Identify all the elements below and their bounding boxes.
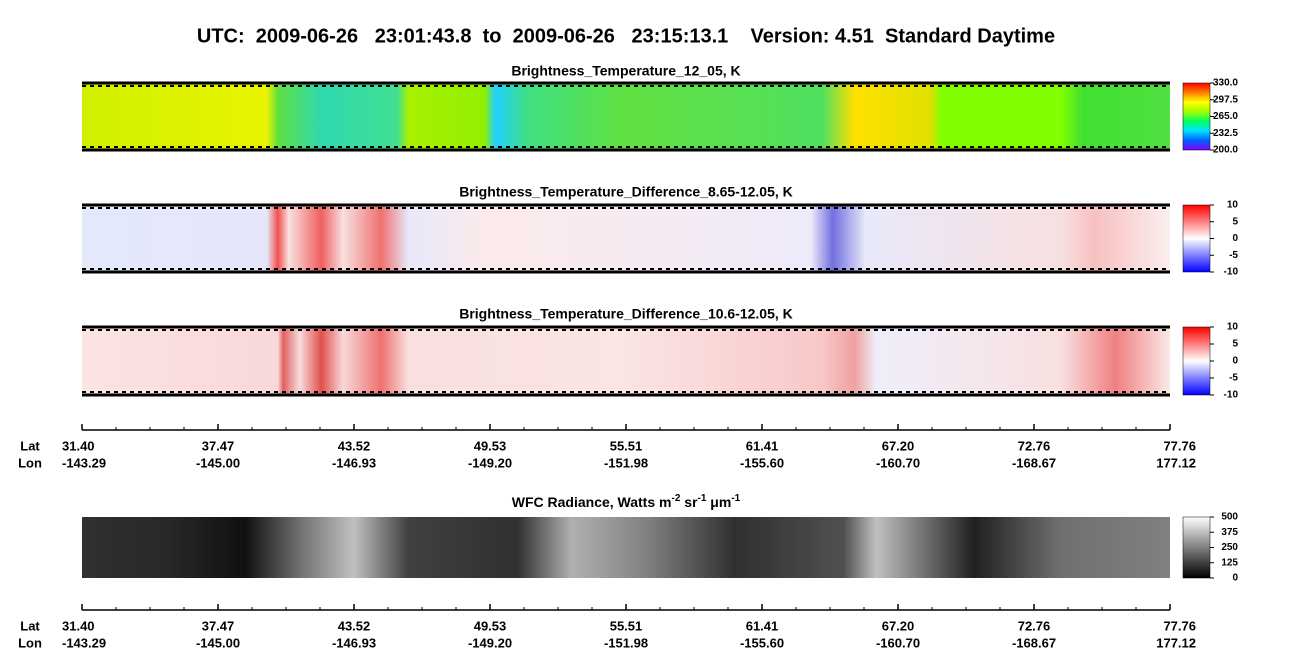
colorbar-label: 10 — [1227, 200, 1239, 211]
lat-tick-label: 61.41 — [746, 438, 779, 453]
title-part: WFC Radiance, Watts m — [512, 494, 672, 510]
colorbar — [1182, 204, 1211, 273]
lon-tick-label: -168.67 — [1012, 455, 1056, 470]
lat-tick-label: 31.40 — [62, 618, 95, 633]
image-panel — [82, 205, 1170, 272]
lat-tick-label: 37.47 — [202, 618, 235, 633]
lat-label: Lat — [20, 438, 40, 453]
lat-tick-label: 55.51 — [610, 438, 643, 453]
colorbar-label: -5 — [1229, 250, 1238, 261]
lat-tick-label: 43.52 — [338, 438, 371, 453]
lat-tick-label: 67.20 — [882, 618, 915, 633]
panel-title: WFC Radiance, Watts m-2 sr-1 μm-1 — [512, 493, 741, 510]
colorbar-label: 0 — [1232, 573, 1238, 584]
lon-tick-label: -160.70 — [876, 455, 920, 470]
image-panel — [82, 327, 1170, 395]
colorbar-label: 5 — [1232, 216, 1238, 227]
title-part: -2 — [671, 493, 680, 504]
colorbar-label: 375 — [1221, 527, 1238, 538]
colorbar-label: -10 — [1224, 267, 1239, 278]
lon-label: Lon — [18, 635, 42, 650]
lat-tick-label: 49.53 — [474, 618, 507, 633]
lat-tick-label: 77.76 — [1163, 618, 1196, 633]
lon-tick-label: -160.70 — [876, 635, 920, 650]
colorbar — [1182, 82, 1211, 151]
lon-tick-label: -155.60 — [740, 635, 784, 650]
lon-tick-label: -146.93 — [332, 635, 376, 650]
lon-tick-label: -168.67 — [1012, 635, 1056, 650]
lon-tick-label: -151.98 — [604, 635, 648, 650]
lon-tick-label: -145.00 — [196, 455, 240, 470]
colorbar-label: 125 — [1221, 557, 1238, 568]
colorbar-label: -5 — [1229, 373, 1238, 384]
lon-tick-label: -155.60 — [740, 455, 784, 470]
lon-tick-label: -149.20 — [468, 635, 512, 650]
lat-tick-label: 37.47 — [202, 438, 235, 453]
panel-title: Brightness_Temperature_12_05, K — [511, 63, 740, 79]
lat-tick-label: 67.20 — [882, 438, 915, 453]
lon-tick-label: 177.12 — [1156, 455, 1196, 470]
lon-tick-label: -149.20 — [468, 455, 512, 470]
colorbar-label: 297.5 — [1213, 94, 1238, 105]
lon-tick-label: -143.29 — [62, 635, 106, 650]
lat-tick-label: 77.76 — [1163, 438, 1196, 453]
image-panel — [82, 83, 1170, 150]
title-part: -1 — [698, 493, 707, 504]
lon-tick-label: -146.93 — [332, 455, 376, 470]
title-part: -1 — [731, 493, 740, 504]
lat-tick-label: 72.76 — [1018, 618, 1051, 633]
lon-tick-label: -143.29 — [62, 455, 106, 470]
colorbar-label: 232.5 — [1213, 128, 1238, 139]
colorbar-label: 250 — [1221, 542, 1238, 553]
colorbar-label: -10 — [1224, 390, 1239, 401]
panel-title: Brightness_Temperature_Difference_8.65-1… — [459, 184, 793, 200]
lat-tick-label: 61.41 — [746, 618, 779, 633]
lon-tick-label: -145.00 — [196, 635, 240, 650]
colorbar-label: 200.0 — [1213, 145, 1238, 156]
colorbar-label: 265.0 — [1213, 111, 1238, 122]
title-part: sr — [680, 494, 698, 510]
colorbar-label: 5 — [1232, 339, 1238, 350]
image-panel — [82, 517, 1170, 578]
page-title: UTC: 2009-06-26 23:01:43.8 to 2009-06-26… — [197, 25, 1055, 47]
title-part: μm — [706, 494, 731, 510]
colorbar-label: 0 — [1232, 356, 1238, 367]
colorbar-label: 330.0 — [1213, 78, 1238, 89]
colorbar — [1182, 516, 1211, 579]
lon-tick-label: -151.98 — [604, 455, 648, 470]
lat-tick-label: 43.52 — [338, 618, 371, 633]
colorbar — [1182, 326, 1211, 396]
panel-title: Brightness_Temperature_Difference_10.6-1… — [459, 306, 793, 322]
lat-tick-label: 72.76 — [1018, 438, 1051, 453]
lon-tick-label: 177.12 — [1156, 635, 1196, 650]
colorbar-label: 500 — [1221, 512, 1238, 523]
colorbar-label: 10 — [1227, 322, 1239, 333]
lat-label: Lat — [20, 618, 40, 633]
lat-tick-label: 55.51 — [610, 618, 643, 633]
lon-label: Lon — [18, 455, 42, 470]
colorbar-label: 0 — [1232, 233, 1238, 244]
lat-tick-label: 31.40 — [62, 438, 95, 453]
lat-tick-label: 49.53 — [474, 438, 507, 453]
